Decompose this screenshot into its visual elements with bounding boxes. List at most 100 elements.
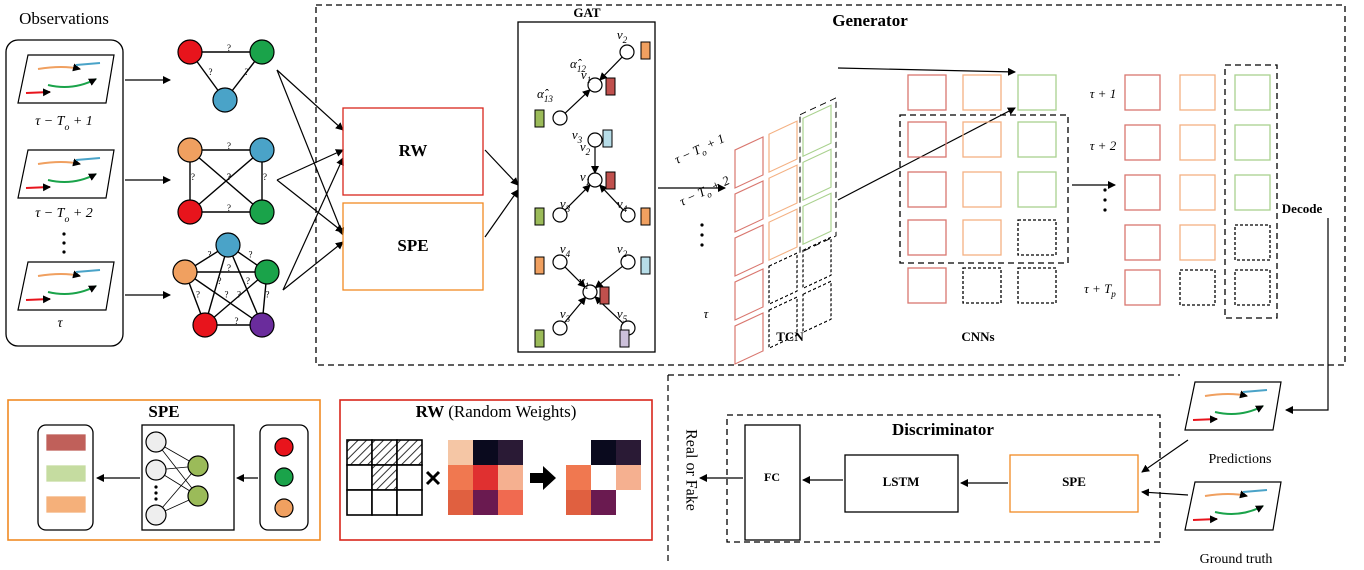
math-label: τ + 2 [1090, 138, 1117, 153]
math-label: v2 [617, 27, 628, 45]
heat-cell [498, 440, 523, 465]
feature [641, 257, 650, 274]
arrow [485, 150, 518, 185]
cnn-cell [1018, 220, 1056, 255]
node [193, 313, 217, 337]
weight-cell [397, 465, 422, 490]
decode-window [1225, 65, 1277, 318]
weight-cell [372, 490, 397, 515]
weight-cell [347, 490, 372, 515]
tcn-cell [803, 105, 831, 156]
feature [600, 287, 609, 304]
edge-label: ? [227, 263, 231, 273]
tcn-cell [769, 121, 797, 172]
label: FC [764, 470, 780, 484]
node [178, 40, 202, 64]
math-sub: 13 [544, 94, 554, 104]
tcn-cell [735, 137, 763, 188]
math-base: τ − T [672, 141, 704, 166]
heat-cell [448, 490, 473, 515]
arrow [277, 150, 343, 180]
embedding [47, 497, 85, 512]
math-label: τ + 1 [1090, 86, 1116, 101]
math-sub: 2 [623, 249, 628, 259]
cnn-cell [963, 172, 1001, 207]
arrow [277, 70, 343, 130]
label: Ground truth [1200, 552, 1273, 567]
tcn-cell [803, 193, 831, 244]
ellipsis-dot [700, 233, 703, 236]
math-base: τ − T [35, 206, 65, 221]
heat-cell [591, 465, 616, 490]
math-label: α̂13 [537, 86, 553, 104]
label: TCN [776, 329, 804, 344]
feature [603, 130, 612, 147]
math-base: τ [704, 306, 710, 321]
feature [535, 330, 544, 347]
cnn-cell [908, 122, 946, 157]
output-cell [1180, 225, 1215, 260]
node [216, 233, 240, 257]
math-label: v1 [580, 169, 590, 187]
ellipsis-dot [62, 250, 65, 253]
neuron [146, 505, 166, 525]
edge-label: ? [227, 172, 231, 182]
label: Discriminator [892, 420, 994, 439]
edge-label: ? [266, 290, 270, 300]
heat-cell [566, 490, 591, 515]
ellipsis-dot [154, 485, 157, 488]
math-base: τ − T [35, 114, 65, 129]
math-sub: 2 [586, 147, 591, 157]
math-tail: + 2 [706, 172, 733, 195]
cnn-cell [908, 172, 946, 207]
feature [620, 330, 629, 347]
label: Observations [19, 9, 109, 28]
math-label: τ [57, 316, 63, 331]
heat-cell [473, 440, 498, 465]
neuron [146, 460, 166, 480]
arrow [595, 266, 622, 287]
math-label: τ − To + 1 [672, 131, 728, 170]
heat-cell [616, 465, 641, 490]
neuron [188, 486, 208, 506]
cnn-cell [1018, 268, 1056, 303]
tcn-cell [769, 253, 797, 304]
weight-cell [347, 440, 372, 465]
math-sub: 3 [565, 204, 571, 214]
feature [535, 110, 544, 127]
math-base: τ + T [1084, 281, 1112, 296]
label: CNNs [961, 329, 994, 344]
rw-title-main: RW [416, 402, 445, 421]
math-sub: 2 [623, 35, 628, 45]
edge-label: ? [191, 172, 195, 182]
output-cell [1180, 175, 1215, 210]
label: SPE [397, 236, 428, 255]
edge-label: ? [249, 250, 253, 260]
cnn-cell [963, 122, 1001, 157]
heat-cell [473, 465, 498, 490]
heat-cell [473, 490, 498, 515]
agent [275, 468, 293, 486]
node [213, 88, 237, 112]
heat-cell [448, 440, 473, 465]
math-label: v4 [617, 196, 628, 214]
output-cell [1125, 125, 1160, 160]
feature [535, 257, 544, 274]
tcn-cell [735, 269, 763, 320]
output-cell [1235, 75, 1270, 110]
trajectory [26, 299, 50, 300]
feature [641, 42, 650, 59]
node [250, 138, 274, 162]
arrow [1142, 440, 1188, 472]
weight-cell [397, 440, 422, 465]
node [250, 200, 274, 224]
heat-cell [566, 465, 591, 490]
tcn-cell [735, 225, 763, 276]
math-sub: 3 [565, 314, 571, 324]
label: SPE [1062, 474, 1086, 489]
rw-title: RW(Random Weights) [416, 402, 577, 421]
arrow [283, 158, 343, 290]
tcn-cell [769, 209, 797, 260]
arrow [1142, 492, 1188, 495]
cnn-cell [908, 220, 946, 255]
